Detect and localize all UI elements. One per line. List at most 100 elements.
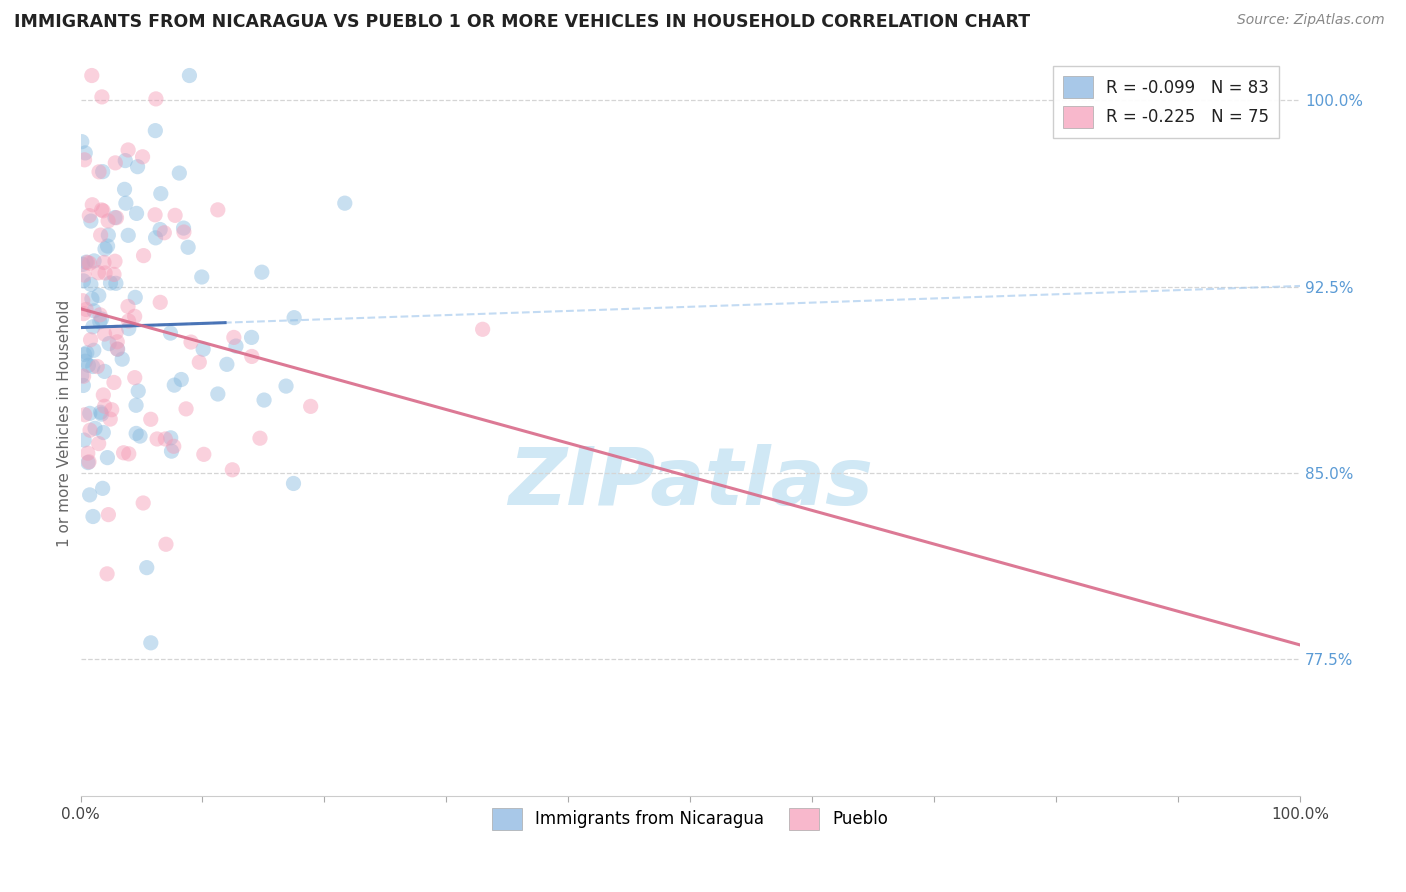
Legend: Immigrants from Nicaragua, Pueblo: Immigrants from Nicaragua, Pueblo [485, 801, 896, 836]
Point [169, 166, 191, 180]
Point [240, 350, 263, 364]
Point [90, 90, 112, 104]
Point [253, 392, 276, 407]
Point [173, 221, 195, 235]
Point [129, 429, 152, 443]
Point [79, 209, 101, 223]
Point [79, 423, 101, 437]
Point [91, 388, 114, 402]
Point [86, 359, 108, 374]
Point [90, 312, 112, 326]
Point [207, 202, 229, 217]
Point [73, 153, 96, 167]
Point [93, 255, 115, 269]
Point [105, 211, 128, 225]
Point [118, 321, 141, 335]
Point [160, 444, 183, 458]
Point [73, 433, 96, 447]
Point [149, 186, 172, 201]
Point [170, 372, 193, 386]
Point [93, 364, 115, 378]
Point [96, 566, 118, 581]
Point [114, 153, 136, 168]
Point [90, 228, 112, 243]
Point [193, 447, 215, 461]
Point [93, 326, 115, 341]
Point [72, 257, 94, 271]
Point [90, 407, 112, 421]
Point [221, 463, 243, 477]
Point [103, 376, 125, 390]
Point [124, 370, 146, 384]
Point [104, 254, 127, 268]
Point [76, 255, 98, 269]
Point [118, 447, 141, 461]
Point [115, 196, 138, 211]
Point [72, 274, 94, 288]
Point [100, 276, 122, 290]
Point [93, 399, 115, 413]
Point [98, 412, 121, 426]
Point [180, 334, 202, 349]
Point [131, 150, 153, 164]
Point [83, 303, 105, 318]
Point [94, 242, 117, 256]
Point [96, 450, 118, 465]
Point [127, 384, 149, 398]
Point [114, 182, 136, 196]
Point [83, 343, 105, 358]
Point [153, 226, 176, 240]
Point [250, 265, 273, 279]
Point [225, 339, 247, 353]
Point [139, 412, 162, 426]
Point [191, 343, 214, 357]
Point [125, 398, 148, 412]
Point [79, 256, 101, 270]
Point [91, 425, 114, 440]
Point [146, 432, 169, 446]
Point [283, 310, 305, 325]
Point [104, 277, 127, 291]
Point [159, 326, 181, 340]
Point [471, 322, 494, 336]
Point [163, 439, 186, 453]
Point [91, 203, 114, 218]
Point [97, 214, 120, 228]
Point [87, 436, 110, 450]
Point [112, 446, 135, 460]
Point [191, 270, 214, 285]
Point [77, 456, 100, 470]
Point [111, 352, 134, 367]
Point [127, 160, 149, 174]
Point [82, 198, 104, 212]
Point [125, 206, 148, 220]
Point [77, 455, 100, 469]
Point [149, 222, 172, 236]
Point [222, 330, 245, 344]
Point [117, 143, 139, 157]
Point [76, 346, 98, 360]
Text: Source: ZipAtlas.com: Source: ZipAtlas.com [1237, 13, 1385, 28]
Point [124, 310, 146, 324]
Point [155, 432, 177, 446]
Point [76, 446, 98, 460]
Point [104, 156, 127, 170]
Point [90, 405, 112, 419]
Point [73, 268, 96, 282]
Point [70, 135, 93, 149]
Point [82, 319, 104, 334]
Point [188, 355, 211, 369]
Point [83, 253, 105, 268]
Point [145, 231, 167, 245]
Point [105, 334, 128, 349]
Point [132, 249, 155, 263]
Point [79, 406, 101, 420]
Point [149, 295, 172, 310]
Point [173, 225, 195, 239]
Point [91, 164, 114, 178]
Point [82, 509, 104, 524]
Point [100, 402, 122, 417]
Point [117, 314, 139, 328]
Point [104, 211, 127, 225]
Point [215, 357, 238, 371]
